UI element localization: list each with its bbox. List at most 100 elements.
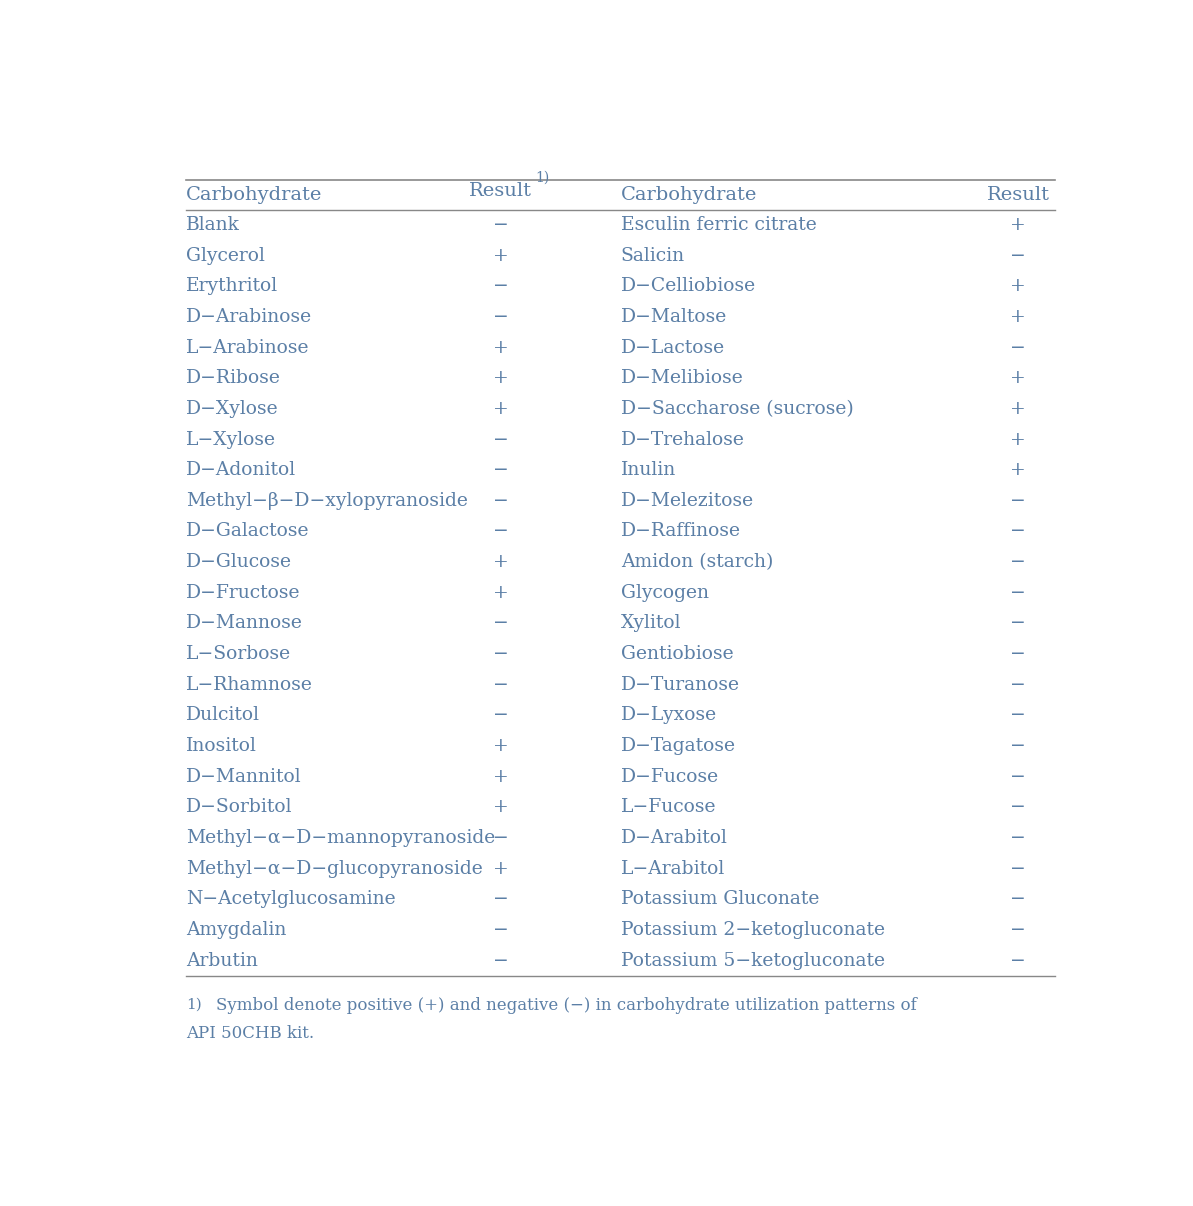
- Text: Dulcitol: Dulcitol: [186, 707, 260, 725]
- Text: −: −: [493, 952, 508, 970]
- Text: Erythritol: Erythritol: [186, 277, 278, 295]
- Text: D−Glucose: D−Glucose: [186, 554, 292, 572]
- Text: D−Arabitol: D−Arabitol: [620, 829, 728, 847]
- Text: D−Fucose: D−Fucose: [620, 768, 719, 785]
- Text: Result: Result: [987, 186, 1050, 204]
- Text: D−Maltose: D−Maltose: [620, 308, 727, 326]
- Text: +: +: [1010, 216, 1026, 234]
- Text: Symbol denote positive (+) and negative (−) in carbohydrate utilization patterns: Symbol denote positive (+) and negative …: [216, 997, 916, 1014]
- Text: D−Fructose: D−Fructose: [186, 584, 301, 602]
- Text: Carbohydrate: Carbohydrate: [620, 186, 758, 204]
- Text: Potassium 2−ketogluconate: Potassium 2−ketogluconate: [620, 921, 885, 938]
- Text: −: −: [493, 675, 508, 693]
- Text: D−Melibiose: D−Melibiose: [620, 369, 743, 387]
- Text: −: −: [1010, 584, 1026, 602]
- Text: Amygdalin: Amygdalin: [186, 921, 286, 938]
- Text: −: −: [493, 277, 508, 295]
- Text: Glycogen: Glycogen: [620, 584, 709, 602]
- Text: D−Mannitol: D−Mannitol: [186, 768, 302, 785]
- Text: D−Galactose: D−Galactose: [186, 522, 310, 540]
- Text: D−Saccharose (sucrose): D−Saccharose (sucrose): [620, 400, 853, 418]
- Text: D−Melezitose: D−Melezitose: [620, 492, 754, 510]
- Text: −: −: [1010, 675, 1026, 693]
- Text: +: +: [493, 798, 508, 816]
- Text: D−Mannose: D−Mannose: [186, 614, 303, 632]
- Text: Result: Result: [469, 182, 532, 200]
- Text: D−Lactose: D−Lactose: [620, 339, 725, 357]
- Text: −: −: [1010, 798, 1026, 816]
- Text: N−Acetylglucosamine: N−Acetylglucosamine: [186, 890, 396, 908]
- Text: D−Lyxose: D−Lyxose: [620, 707, 717, 725]
- Text: +: +: [1010, 277, 1026, 295]
- Text: +: +: [1010, 308, 1026, 326]
- Text: 1): 1): [536, 171, 550, 186]
- Text: Xylitol: Xylitol: [620, 614, 681, 632]
- Text: −: −: [1010, 921, 1026, 938]
- Text: +: +: [493, 584, 508, 602]
- Text: −: −: [493, 492, 508, 510]
- Text: D−Arabinose: D−Arabinose: [186, 308, 313, 326]
- Text: −: −: [493, 890, 508, 908]
- Text: −: −: [493, 522, 508, 540]
- Text: +: +: [493, 768, 508, 785]
- Text: D−Tagatose: D−Tagatose: [620, 737, 736, 755]
- Text: −: −: [1010, 492, 1026, 510]
- Text: +: +: [1010, 431, 1026, 449]
- Text: +: +: [1010, 369, 1026, 387]
- Text: −: −: [1010, 952, 1026, 970]
- Text: +: +: [493, 554, 508, 572]
- Text: D−Celliobiose: D−Celliobiose: [620, 277, 756, 295]
- Text: Carbohydrate: Carbohydrate: [186, 186, 322, 204]
- Text: −: −: [493, 707, 508, 725]
- Text: Glycerol: Glycerol: [186, 247, 265, 264]
- Text: −: −: [1010, 645, 1026, 663]
- Text: +: +: [493, 247, 508, 264]
- Text: −: −: [493, 921, 508, 938]
- Text: −: −: [1010, 829, 1026, 847]
- Text: D−Trehalose: D−Trehalose: [620, 431, 744, 449]
- Text: Gentiobiose: Gentiobiose: [620, 645, 734, 663]
- Text: −: −: [493, 645, 508, 663]
- Text: +: +: [493, 369, 508, 387]
- Text: +: +: [493, 400, 508, 418]
- Text: −: −: [1010, 339, 1026, 357]
- Text: −: −: [1010, 707, 1026, 725]
- Text: +: +: [493, 339, 508, 357]
- Text: −: −: [493, 461, 508, 479]
- Text: Methyl−α−D−mannopyranoside: Methyl−α−D−mannopyranoside: [186, 829, 495, 847]
- Text: −: −: [1010, 247, 1026, 264]
- Text: +: +: [1010, 400, 1026, 418]
- Text: Potassium 5−ketogluconate: Potassium 5−ketogluconate: [620, 952, 885, 970]
- Text: +: +: [1010, 461, 1026, 479]
- Text: L−Sorbose: L−Sorbose: [186, 645, 291, 663]
- Text: API 50CHB kit.: API 50CHB kit.: [186, 1025, 314, 1042]
- Text: Arbutin: Arbutin: [186, 952, 258, 970]
- Text: −: −: [1010, 522, 1026, 540]
- Text: −: −: [493, 216, 508, 234]
- Text: 1): 1): [186, 997, 202, 1011]
- Text: L−Arabinose: L−Arabinose: [186, 339, 310, 357]
- Text: Methyl−β−D−xylopyranoside: Methyl−β−D−xylopyranoside: [186, 492, 468, 510]
- Text: D−Ribose: D−Ribose: [186, 369, 282, 387]
- Text: Salicin: Salicin: [620, 247, 685, 264]
- Text: −: −: [1010, 890, 1026, 908]
- Text: −: −: [493, 614, 508, 632]
- Text: Inositol: Inositol: [186, 737, 256, 755]
- Text: Esculin ferric citrate: Esculin ferric citrate: [620, 216, 816, 234]
- Text: −: −: [493, 431, 508, 449]
- Text: Inulin: Inulin: [620, 461, 676, 479]
- Text: D−Sorbitol: D−Sorbitol: [186, 798, 292, 816]
- Text: Methyl−α−D−glucopyranoside: Methyl−α−D−glucopyranoside: [186, 860, 483, 878]
- Text: Potassium Gluconate: Potassium Gluconate: [620, 890, 820, 908]
- Text: L−Arabitol: L−Arabitol: [620, 860, 725, 878]
- Text: +: +: [493, 737, 508, 755]
- Text: D−Turanose: D−Turanose: [620, 675, 740, 693]
- Text: −: −: [1010, 737, 1026, 755]
- Text: −: −: [1010, 860, 1026, 878]
- Text: D−Raffinose: D−Raffinose: [620, 522, 741, 540]
- Text: L−Rhamnose: L−Rhamnose: [186, 675, 313, 693]
- Text: Blank: Blank: [186, 216, 240, 234]
- Text: −: −: [493, 829, 508, 847]
- Text: −: −: [1010, 554, 1026, 572]
- Text: L−Fucose: L−Fucose: [620, 798, 716, 816]
